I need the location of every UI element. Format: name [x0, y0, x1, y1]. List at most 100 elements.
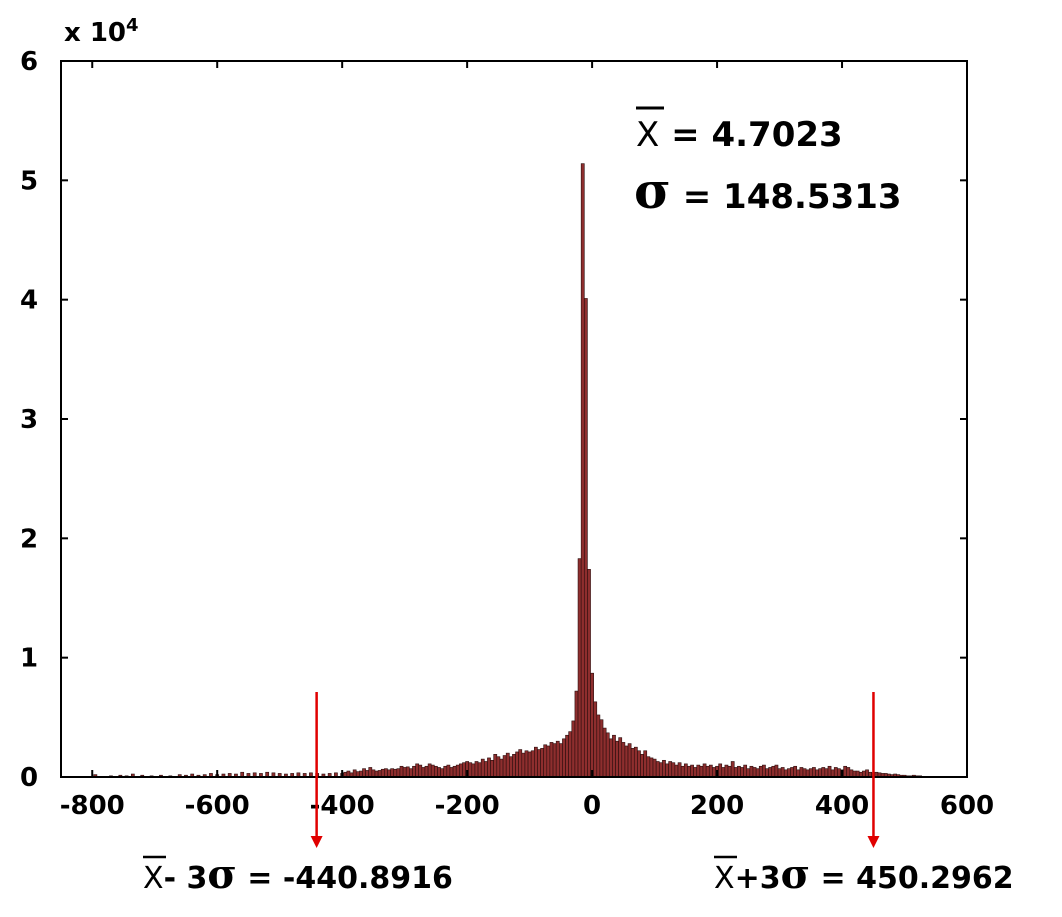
histogram-bar	[680, 765, 685, 778]
histogram-bar	[384, 768, 388, 778]
upper-xbar-symbol: X	[714, 861, 735, 896]
histogram-bar	[509, 756, 513, 778]
histogram-bar	[668, 761, 673, 778]
x-tick-label: 200	[690, 791, 744, 821]
histogram-bar	[624, 745, 629, 778]
histogram-bar	[512, 754, 516, 778]
histogram-bar	[793, 765, 798, 778]
histogram-bar	[737, 765, 741, 778]
histogram-bar	[690, 764, 694, 778]
upper-arrowhead	[867, 836, 880, 848]
histogram-bar	[543, 744, 548, 778]
plot-frame	[60, 60, 968, 778]
histogram-bar	[415, 763, 420, 778]
histogram-bar	[530, 750, 535, 778]
histogram-bar	[590, 672, 594, 778]
histogram-bar	[390, 768, 395, 778]
upper-bound-value: = 450.2962	[810, 861, 1014, 896]
x-tick-label: 0	[583, 791, 601, 821]
histogram-bar	[593, 701, 598, 778]
lower-xbar-symbol: X	[143, 861, 164, 896]
histogram-bar	[427, 763, 432, 778]
x-tick-label: -800	[60, 791, 125, 821]
histogram-bar	[637, 750, 641, 778]
histogram-bar	[583, 298, 588, 778]
histogram-bar	[552, 743, 557, 778]
x-tick-label: 600	[940, 791, 994, 821]
histogram-bar	[618, 737, 623, 778]
y-tick-label: 4	[20, 286, 38, 316]
upper-sigma-symbol: σ	[781, 851, 811, 898]
histogram-bar	[630, 748, 635, 778]
histogram-bar	[434, 765, 438, 778]
histogram-bar	[818, 768, 823, 778]
histogram-bar	[409, 768, 413, 778]
histogram-bar	[424, 765, 429, 778]
histogram-bar	[565, 734, 569, 778]
histogram-bar	[474, 761, 479, 778]
histogram-bar	[674, 764, 679, 778]
histogram-bar	[655, 761, 660, 778]
mean-stat: X = 4.7023	[636, 115, 843, 155]
histogram-bar	[393, 768, 398, 778]
histogram-bar	[799, 767, 804, 778]
histogram-bar	[402, 767, 407, 778]
histogram-bar	[837, 768, 841, 778]
histogram-bar	[699, 765, 704, 778]
x-tick-label: -600	[185, 791, 250, 821]
histogram-bar	[540, 748, 544, 778]
histogram-bar	[705, 765, 710, 778]
histogram-bar	[505, 752, 510, 778]
histogram-bar	[471, 763, 476, 778]
histogram-bar	[671, 762, 676, 778]
histogram-bar	[733, 767, 738, 778]
lower-arrowhead	[310, 836, 323, 848]
x-tick-label: -400	[310, 791, 375, 821]
histogram-bar	[805, 769, 810, 778]
histogram-bar	[602, 727, 607, 778]
histogram-bar	[721, 767, 726, 778]
sigma-value: = 148.5313	[671, 177, 902, 217]
histogram-bar	[521, 752, 526, 778]
histogram-bar	[649, 757, 654, 778]
histogram-bar	[627, 743, 632, 778]
histogram-bar	[677, 762, 682, 778]
xbar-symbol: X	[636, 115, 659, 155]
y-multiplier-base: x 10	[64, 18, 126, 48]
histogram-bar	[502, 755, 507, 778]
histogram-bar	[762, 764, 766, 778]
upper-bound-label: X+3σ = 450.2962	[714, 851, 1014, 898]
histogram-bar	[524, 750, 529, 778]
histogram-bar	[724, 764, 729, 778]
histogram-bar	[580, 163, 585, 778]
histogram-bar	[571, 720, 576, 778]
histogram-bar	[518, 749, 523, 778]
histogram-bar	[787, 768, 791, 778]
y-multiplier-exponent: 4	[126, 15, 139, 36]
histogram-bar	[827, 765, 832, 778]
histogram-bar	[824, 768, 829, 778]
lower-bound-label: X- 3σ = -440.8916	[143, 851, 453, 898]
histogram-bar	[459, 763, 463, 778]
y-tick-label: 6	[20, 47, 38, 77]
histogram-bar	[780, 767, 785, 778]
histogram-bar	[452, 765, 457, 778]
histogram-bar	[696, 764, 701, 778]
histogram-bar	[380, 768, 385, 778]
histogram-bar	[499, 758, 504, 778]
y-tick-label: 1	[20, 644, 38, 674]
lower-bound-value: = -440.8916	[237, 861, 453, 896]
y-tick-label: 0	[20, 763, 38, 793]
stats-annotation: X = 4.7023 σ = 148.5313	[634, 106, 902, 220]
histogram-bar	[743, 764, 748, 778]
histogram-bar	[771, 765, 776, 778]
histogram-bar	[752, 767, 757, 778]
histogram-bar	[440, 768, 444, 778]
histogram-bar	[708, 764, 713, 778]
histogram-bar	[549, 742, 554, 778]
histogram-bar	[484, 761, 488, 778]
histogram-bar	[777, 768, 782, 778]
histogram-bar	[749, 765, 754, 778]
histogram-bar	[652, 758, 657, 778]
